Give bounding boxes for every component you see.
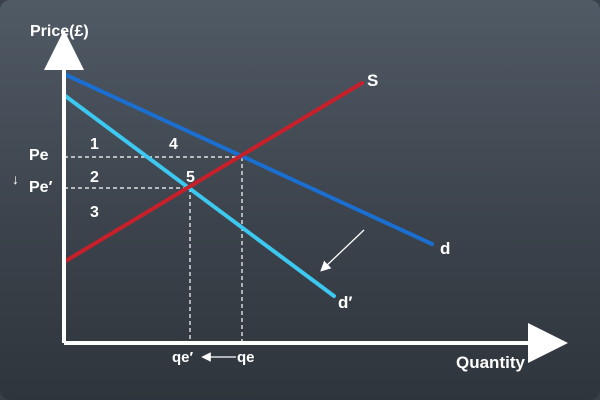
pe-label: Pe <box>29 147 49 164</box>
demand-curve <box>62 72 434 246</box>
guide-lines <box>64 156 243 343</box>
demand-shift-arrow <box>320 229 365 272</box>
demand-label: d <box>440 239 450 258</box>
qe-label: qe <box>237 349 255 366</box>
area-3-label: 3 <box>90 204 99 221</box>
supply-label: S <box>367 71 378 90</box>
x-axis-label: Quantity <box>456 353 525 372</box>
y-axis-label: Price(£) <box>30 23 89 40</box>
demand-new-label: d′ <box>338 293 352 312</box>
demand-new-curve <box>62 93 336 298</box>
area-5-label: 5 <box>186 169 195 186</box>
qe-new-label: qe′ <box>172 349 194 366</box>
area-4-label: 4 <box>169 136 178 153</box>
supply-curve <box>62 81 364 264</box>
price-down-arrow: ↓ <box>12 171 19 187</box>
area-2-label: 2 <box>90 169 99 186</box>
area-1-label: 1 <box>90 136 99 153</box>
pe-new-label: Pe′ <box>29 179 53 196</box>
